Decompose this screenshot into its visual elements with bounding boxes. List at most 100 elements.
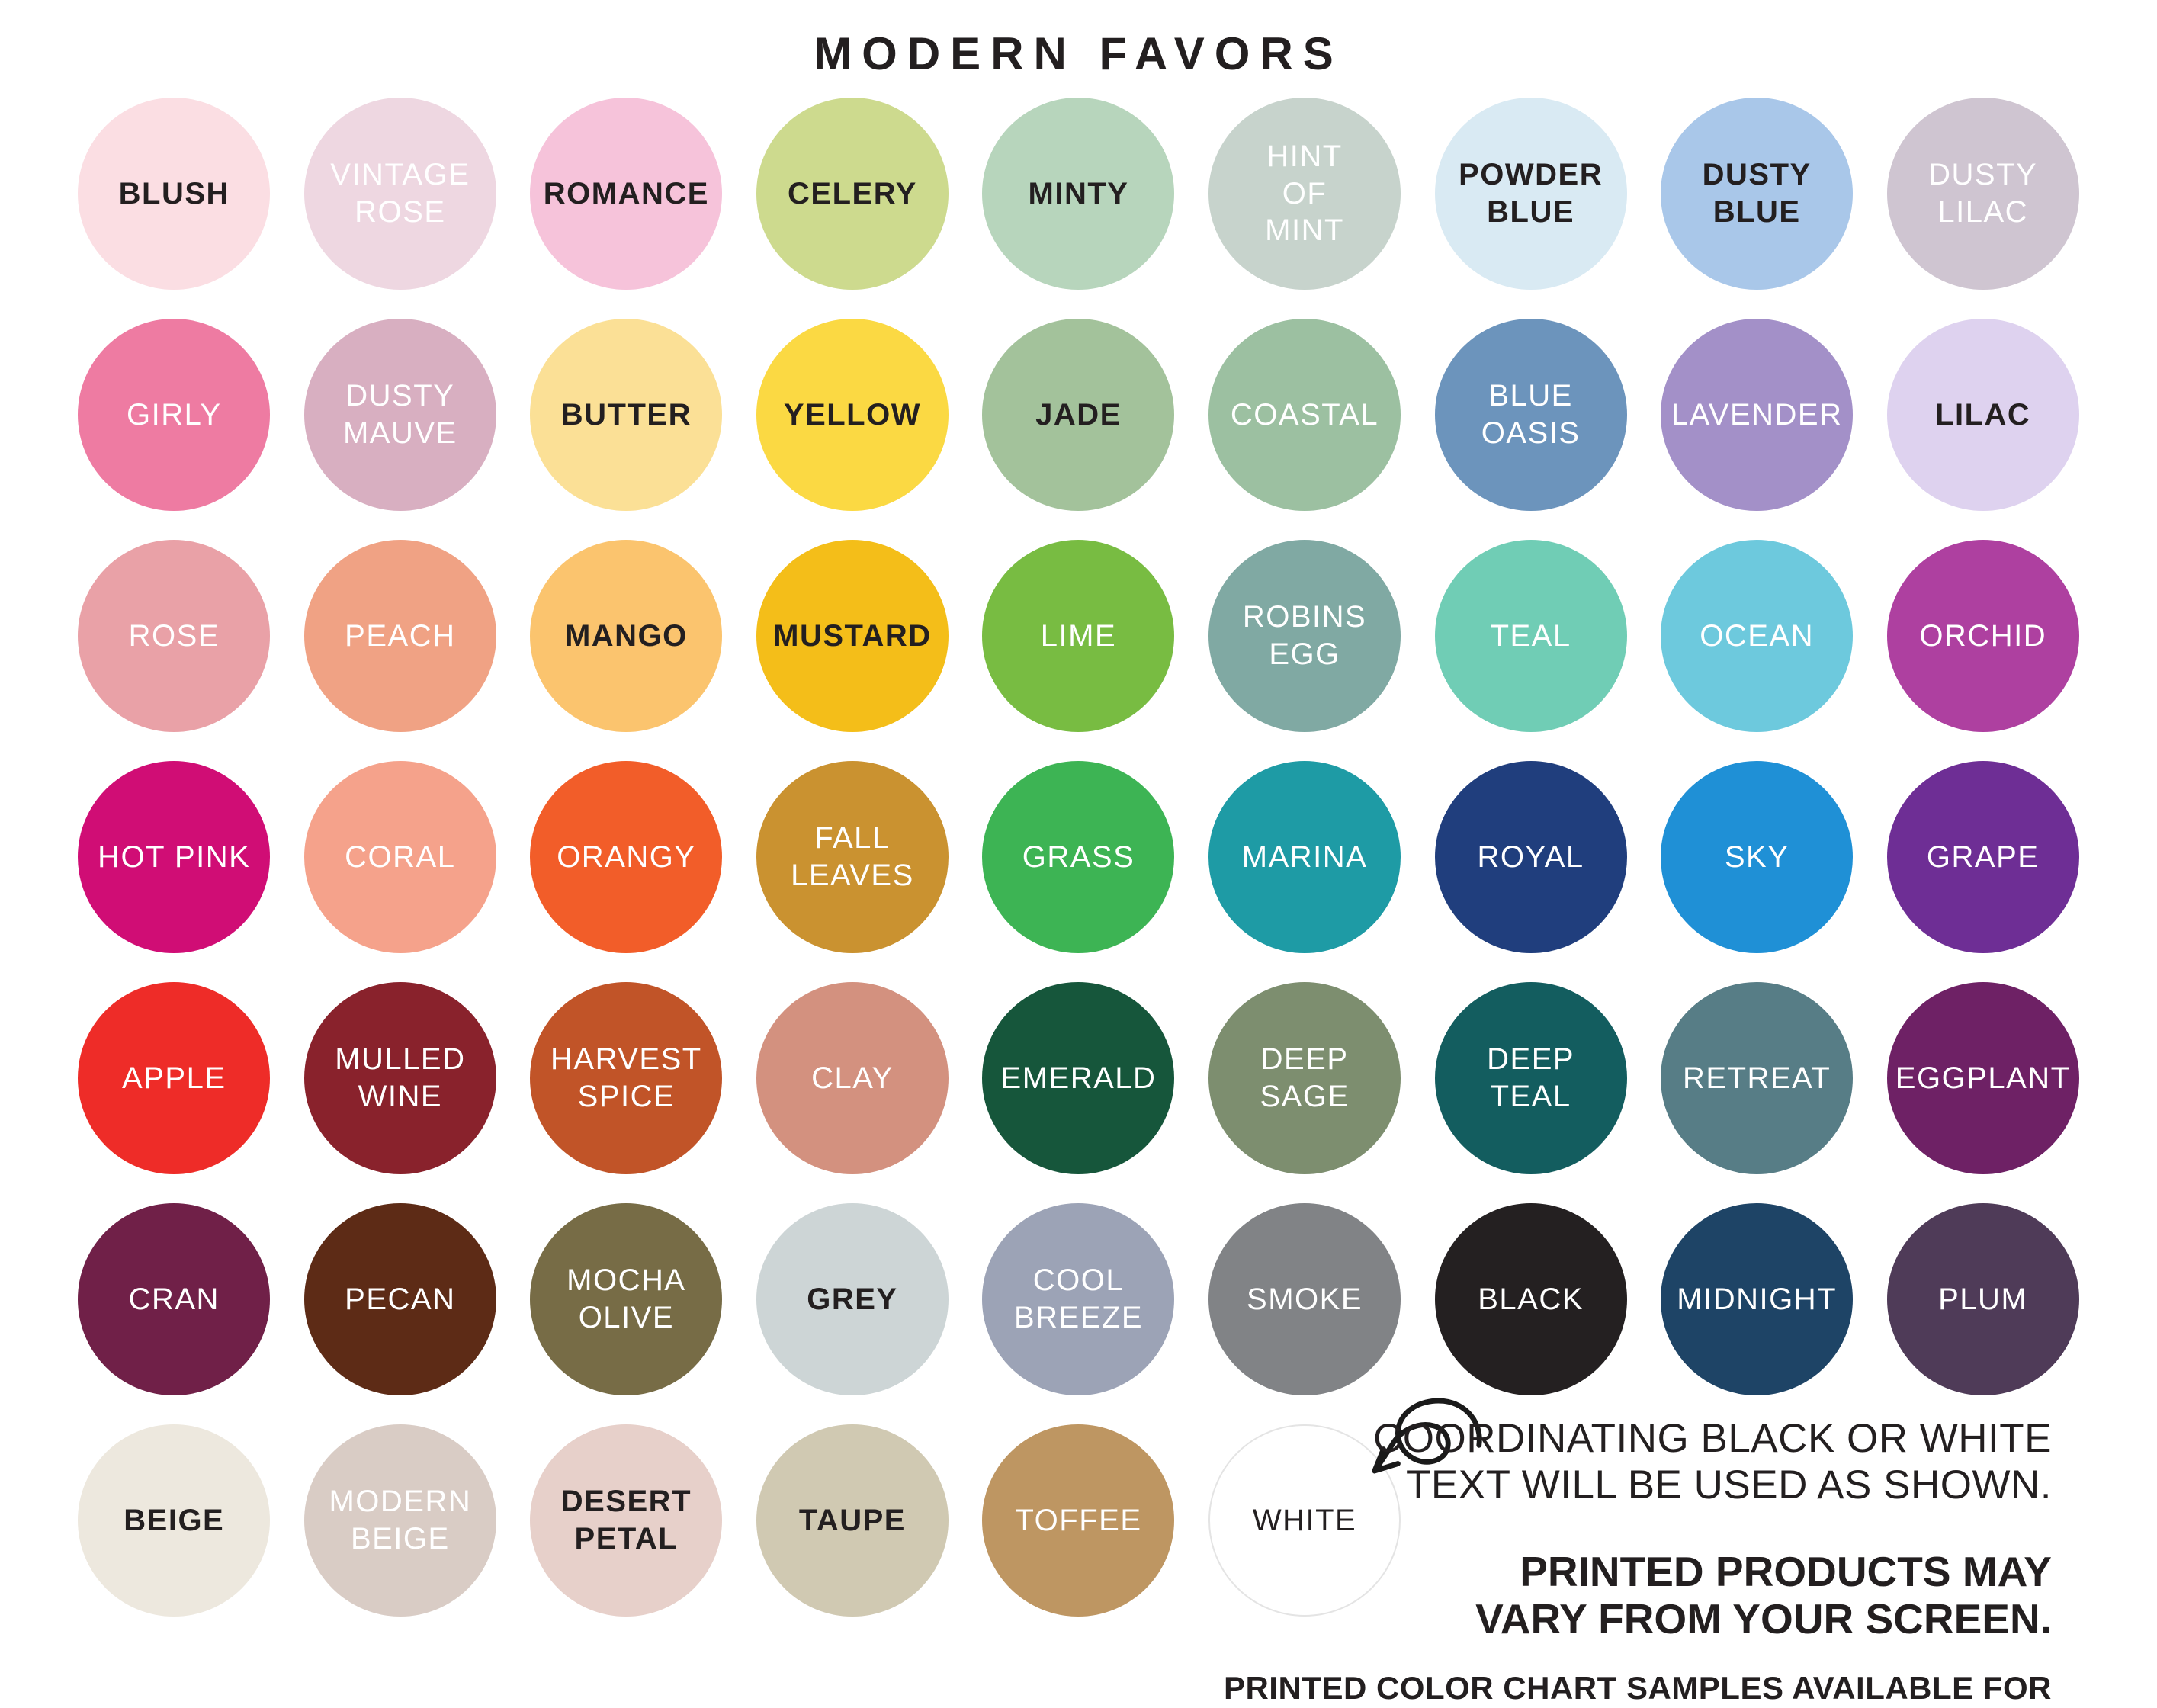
- swatch-label: ROYAL: [1477, 840, 1584, 874]
- swatch-rose: ROSE: [78, 540, 271, 732]
- swatch-label: GRASS: [1022, 840, 1135, 874]
- swatch-label: FALL LEAVES: [791, 821, 914, 892]
- swatch-blush: BLUSH: [78, 98, 271, 290]
- swatch-powder-blue: POWDER BLUE: [1434, 98, 1627, 290]
- swatch-label: ROBINS EGG: [1242, 600, 1367, 671]
- swatch-grape: GRAPE: [1886, 761, 2079, 953]
- swatch-label: BUTTER: [560, 397, 692, 432]
- swatch-mulled-wine: MULLED WINE: [303, 982, 496, 1174]
- swatch-label: LAVENDER: [1671, 397, 1843, 432]
- swatch-blue-oasis: BLUE OASIS: [1434, 319, 1627, 511]
- swatch-lavender: LAVENDER: [1661, 319, 1854, 511]
- swatch-minty: MINTY: [982, 98, 1175, 290]
- swatch-label: PECAN: [345, 1282, 456, 1316]
- swatch-label: ORANGY: [557, 840, 696, 874]
- swatch-label: DEEP TEAL: [1487, 1042, 1575, 1113]
- swatch-label: YELLOW: [783, 397, 921, 432]
- swatch-dusty-mauve: DUSTY MAUVE: [303, 319, 496, 511]
- swatch-label: WHITE: [1252, 1503, 1357, 1537]
- swatch-robins-egg: ROBINS EGG: [1208, 540, 1401, 732]
- swatch-marina: MARINA: [1208, 761, 1401, 953]
- swatch-label: PEACH: [345, 618, 456, 653]
- swatch-label: LIME: [1040, 618, 1117, 653]
- swatch-plum: PLUM: [1886, 1203, 2079, 1395]
- swatch-smoke: SMOKE: [1208, 1203, 1401, 1395]
- swatch-label: BEIGE: [124, 1503, 225, 1537]
- swatch-eggplant: EGGPLANT: [1886, 982, 2079, 1174]
- swatch-label: COOL BREEZE: [1013, 1263, 1143, 1334]
- swatch-label: MANGO: [564, 618, 688, 653]
- swatch-apple: APPLE: [78, 982, 271, 1174]
- swatch-mango: MANGO: [530, 540, 723, 732]
- swatch-dusty-blue: DUSTY BLUE: [1661, 98, 1854, 290]
- swatch-label: CELERY: [788, 176, 917, 210]
- swatch-label: DUSTY LILAC: [1928, 158, 2038, 229]
- swatch-lime: LIME: [982, 540, 1175, 732]
- swatch-label: TOFFEE: [1015, 1503, 1142, 1537]
- swatch-celery: CELERY: [756, 98, 949, 290]
- swatch-label: RETREAT: [1683, 1061, 1831, 1095]
- swatch-label: SMOKE: [1247, 1282, 1363, 1316]
- swatch-harvest-spice: HARVEST SPICE: [530, 982, 723, 1174]
- swatch-label: PLUM: [1938, 1282, 2028, 1316]
- swatch-pecan: PECAN: [303, 1203, 496, 1395]
- swatch-label: VINTAGE ROSE: [330, 158, 470, 229]
- swatch-midnight: MIDNIGHT: [1661, 1203, 1854, 1395]
- swatch-cran: CRAN: [78, 1203, 271, 1395]
- swatch-label: EGGPLANT: [1895, 1061, 2071, 1095]
- swatch-orangy: ORANGY: [530, 761, 723, 953]
- swatch-label: TAUPE: [798, 1503, 906, 1537]
- swatch-orchid: ORCHID: [1886, 540, 2079, 732]
- swatch-label: JADE: [1035, 397, 1122, 432]
- swatch-label: TEAL: [1490, 618, 1571, 653]
- swatch-label: CRAN: [128, 1282, 220, 1316]
- swatch-girly: GIRLY: [78, 319, 271, 511]
- swatch-toffee: TOFFEE: [982, 1424, 1175, 1616]
- swatch-dusty-lilac: DUSTY LILAC: [1886, 98, 2079, 290]
- swatch-label: MULLED WINE: [335, 1042, 466, 1113]
- swatch-coral: CORAL: [303, 761, 496, 953]
- page-title: MODERN FAVORS: [814, 28, 1343, 79]
- note-samples: PRINTED COLOR CHART SAMPLES AVAILABLE FO…: [1223, 1670, 2052, 1708]
- swatch-desert-petal: DESERT PETAL: [530, 1424, 723, 1616]
- swatch-label: MIDNIGHT: [1677, 1282, 1838, 1316]
- swatch-white: WHITE: [1208, 1424, 1401, 1616]
- swatch-grass: GRASS: [982, 761, 1175, 953]
- swatch-coastal: COASTAL: [1208, 319, 1401, 511]
- swatch-label: MINTY: [1028, 176, 1129, 210]
- swatch-butter: BUTTER: [530, 319, 723, 511]
- swatch-label: MUSTARD: [773, 618, 932, 653]
- swatch-hint-of-mint: HINT OF MINT: [1208, 98, 1401, 290]
- swatch-label: BLACK: [1478, 1282, 1584, 1316]
- swatch-black: BLACK: [1434, 1203, 1627, 1395]
- swatch-label: GREY: [807, 1282, 898, 1316]
- swatch-grey: GREY: [756, 1203, 949, 1395]
- swatch-beige: BEIGE: [78, 1424, 271, 1616]
- swatch-emerald: EMERALD: [982, 982, 1175, 1174]
- swatch-label: BLUSH: [118, 176, 230, 210]
- swatch-label: APPLE: [122, 1061, 226, 1095]
- swatch-label: HOT PINK: [98, 840, 251, 874]
- swatch-label: SKY: [1724, 840, 1789, 874]
- swatch-taupe: TAUPE: [756, 1424, 949, 1616]
- note-screen-disclaimer: PRINTED PRODUCTS MAY VARY FROM YOUR SCRE…: [1475, 1547, 2052, 1642]
- swatch-vintage-rose: VINTAGE ROSE: [303, 98, 496, 290]
- swatch-label: ORCHID: [1919, 618, 2047, 653]
- swatch-label: ROSE: [128, 618, 220, 653]
- swatch-label: HARVEST SPICE: [550, 1042, 702, 1113]
- swatch-jade: JADE: [982, 319, 1175, 511]
- swatch-clay: CLAY: [756, 982, 949, 1174]
- swatch-label: GIRLY: [126, 397, 222, 432]
- swatch-deep-teal: DEEP TEAL: [1434, 982, 1627, 1174]
- swatch-deep-sage: DEEP SAGE: [1208, 982, 1401, 1174]
- swatch-label: POWDER BLUE: [1459, 158, 1603, 229]
- swatch-modern-beige: MODERN BEIGE: [303, 1424, 496, 1616]
- swatch-retreat: RETREAT: [1661, 982, 1854, 1174]
- swatch-sky: SKY: [1661, 761, 1854, 953]
- swatch-peach: PEACH: [303, 540, 496, 732]
- swatch-label: CORAL: [345, 840, 456, 874]
- swatch-romance: ROMANCE: [530, 98, 723, 290]
- swatch-ocean: OCEAN: [1661, 540, 1854, 732]
- swatch-mustard: MUSTARD: [756, 540, 949, 732]
- swatch-fall-leaves: FALL LEAVES: [756, 761, 949, 953]
